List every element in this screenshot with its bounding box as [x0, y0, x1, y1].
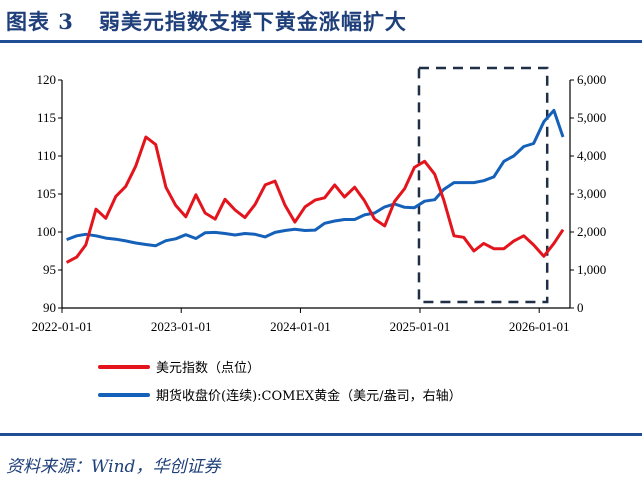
right-tick-label: 1,000: [577, 262, 606, 277]
series-line-dxy: [65, 135, 565, 264]
x-tick-label: 2026-01-01: [509, 319, 570, 334]
chart: 90 95 100 105 110 115 120 0 1,000 2,000 3,000 4,000…: [32, 66, 606, 334]
legend-swatch-blue: [98, 392, 150, 397]
legend-swatch-red: [98, 364, 150, 369]
highlight-box: [417, 66, 549, 304]
legend-item-dxy: 美元指数（点位）: [98, 357, 260, 376]
left-tick-label: 110: [37, 148, 56, 163]
left-tick-label: 105: [37, 186, 57, 201]
title-divider: [0, 40, 642, 43]
left-tick-label: 100: [37, 224, 57, 239]
x-tick-label: 2023-01-01: [151, 319, 212, 334]
chart-title: 图表 3 弱美元指数支撑下黄金涨幅扩大: [6, 9, 407, 34]
left-tick-label: 95: [43, 262, 56, 277]
right-tick-label: 3,000: [577, 186, 606, 201]
left-tick-label: 120: [37, 72, 57, 87]
x-tick-label: 2024-01-01: [270, 319, 331, 334]
x-tick-label: 2025-01-01: [390, 319, 451, 334]
left-tick-label: 115: [37, 110, 56, 125]
legend-item-gold: 期货收盘价(连续):COMEX黄金（美元/盎司，右轴）: [98, 385, 462, 404]
series-line-gold: [66, 108, 565, 248]
legend-label: 期货收盘价(连续):COMEX黄金（美元/盎司，右轴）: [156, 389, 462, 404]
legend-label: 美元指数（点位）: [156, 361, 261, 376]
source-note: 资料来源：Wind，华创证券: [6, 457, 221, 477]
footer-divider: [0, 433, 642, 436]
right-tick-label: 6,000: [577, 72, 606, 87]
right-tick-label: 0: [577, 300, 584, 315]
x-tick-label: 2022-01-01: [32, 319, 93, 334]
right-tick-label: 2,000: [577, 224, 606, 239]
right-tick-label: 4,000: [577, 148, 606, 163]
right-tick-label: 5,000: [577, 110, 606, 125]
left-tick-label: 90: [43, 300, 56, 315]
